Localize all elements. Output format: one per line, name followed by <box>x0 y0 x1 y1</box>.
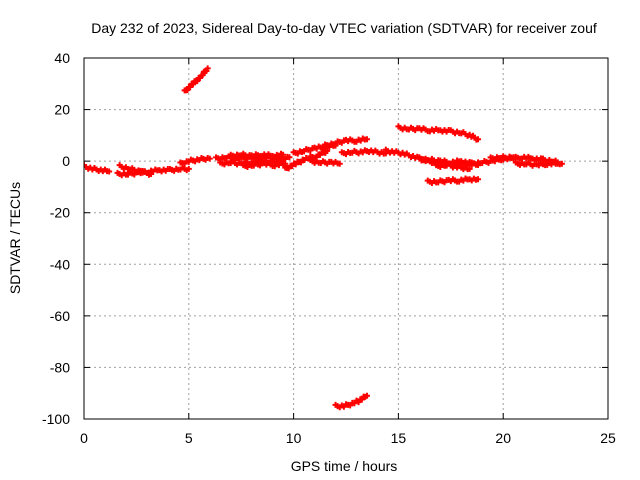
data-point <box>199 72 206 79</box>
grid-lines <box>84 58 608 419</box>
series-track-22 <box>512 159 561 169</box>
data-point <box>286 154 293 161</box>
y-tick-label: -20 <box>50 205 70 221</box>
data-point <box>204 65 211 72</box>
data-points <box>84 65 565 411</box>
data-point <box>280 151 287 158</box>
y-tick-label: 0 <box>62 153 70 169</box>
x-tick-label: 20 <box>495 430 511 446</box>
y-tick-label: 40 <box>54 50 70 66</box>
data-point <box>194 78 201 85</box>
series-track-14 <box>338 147 389 158</box>
series-track-10 <box>282 147 331 172</box>
data-point <box>363 392 370 399</box>
series-track-5 <box>181 65 211 94</box>
axis-tick-labels: 0 5 10 15 20 25 -100 -80 -60 -40 -20 0 20 40 <box>42 50 616 446</box>
y-tick-label: -60 <box>50 308 70 324</box>
series-track-13 <box>322 135 370 149</box>
chart-title: Day 232 of 2023, Sidereal Day-to-day VTE… <box>91 20 597 36</box>
series-track-8 <box>227 150 287 160</box>
x-tick-label: 15 <box>391 430 407 446</box>
series-track-9 <box>240 160 289 170</box>
y-tick-label: 20 <box>54 102 70 118</box>
series-track-15 <box>332 392 370 411</box>
data-point <box>185 165 192 172</box>
data-point <box>106 168 113 175</box>
axis-ticks <box>83 57 609 420</box>
y-tick-label: -80 <box>50 359 70 375</box>
x-tick-label: 0 <box>80 430 88 446</box>
plot-frame <box>83 57 609 420</box>
data-point <box>554 160 561 167</box>
series-track-1 <box>84 162 113 175</box>
series-track-12 <box>307 156 343 167</box>
y-tick-label: -40 <box>50 256 70 272</box>
data-point <box>466 165 473 172</box>
series-track-20 <box>433 159 482 170</box>
data-point <box>336 160 343 167</box>
y-axis-label: SDTVAR / TECUs <box>7 182 23 294</box>
data-point <box>189 81 196 88</box>
y-tick-label: -100 <box>42 411 70 427</box>
data-point <box>184 87 191 94</box>
series-track-11 <box>290 141 339 157</box>
data-point <box>475 176 482 183</box>
x-tick-label: 5 <box>185 430 193 446</box>
series-track-3 <box>114 164 192 179</box>
series-track-17 <box>395 123 482 143</box>
data-point <box>475 136 482 143</box>
x-axis-label: GPS time / hours <box>291 458 398 474</box>
series-track-18 <box>424 175 482 186</box>
data-point <box>206 155 213 162</box>
x-tick-label: 25 <box>600 430 616 446</box>
x-tick-label: 10 <box>286 430 302 446</box>
data-point <box>475 162 482 169</box>
series-track-4 <box>177 154 213 167</box>
data-point <box>363 136 370 143</box>
